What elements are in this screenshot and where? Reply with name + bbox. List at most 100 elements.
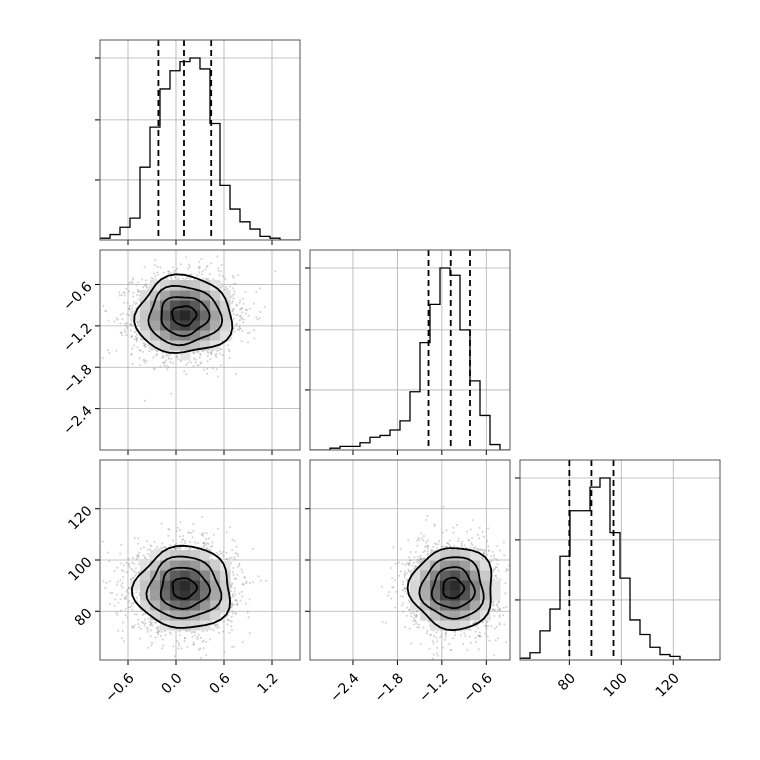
scatter-point (252, 329, 255, 332)
scatter-point (233, 317, 236, 320)
scatter-point (232, 308, 235, 311)
scatter-point (146, 626, 149, 629)
scatter-point (175, 542, 178, 545)
scatter-point (156, 353, 159, 356)
density-cell (150, 310, 161, 321)
scatter-point (200, 362, 203, 365)
scatter-point (245, 582, 248, 584)
scatter-point (222, 630, 225, 633)
contours-0 (133, 273, 234, 354)
scatter-point (137, 555, 140, 558)
density-cell (170, 320, 181, 331)
scatter-point (151, 277, 154, 280)
scatter-point (206, 360, 209, 363)
scatter-point (127, 606, 130, 608)
scatter-point (234, 599, 237, 602)
density-cell (160, 310, 171, 321)
scatter-point (216, 350, 219, 353)
scatter-point (145, 360, 148, 362)
density-cell (140, 320, 151, 331)
scatter-point (137, 551, 140, 554)
scatter-point (170, 632, 172, 635)
scatter-point (219, 552, 222, 555)
scatter-point (147, 617, 150, 620)
scatter-point (177, 277, 180, 280)
scatter-point (176, 355, 179, 358)
scatter-point (185, 373, 188, 376)
density-cell (140, 290, 151, 301)
scatter-point (148, 350, 151, 353)
scatter-point (142, 359, 145, 362)
scatter-point (190, 273, 193, 276)
scatter-point (230, 625, 233, 628)
scatter-point (155, 627, 158, 630)
scatter-point (118, 294, 121, 297)
histogram-step-2 (520, 477, 720, 660)
scatter-point (131, 608, 134, 611)
scatter-point (228, 557, 231, 560)
scatter-point (177, 547, 179, 550)
scatter-point (236, 603, 239, 606)
scatter-point (192, 523, 195, 526)
scatter-point (173, 271, 175, 274)
contour-level-0-3 (133, 273, 234, 354)
scatter-point (109, 580, 112, 583)
scatter-point (175, 529, 178, 532)
scatter-point (134, 303, 137, 305)
scatter-point (121, 582, 124, 584)
scatter-point (184, 637, 186, 640)
scatter-point (233, 587, 236, 590)
scatter-point (142, 612, 145, 615)
scatter-point (192, 530, 195, 532)
density-cell (220, 310, 231, 321)
scatter-point (151, 641, 154, 644)
scatter-point (124, 324, 127, 327)
scatter-point (196, 636, 199, 638)
scatter-point (221, 552, 224, 555)
scatter-point (255, 291, 258, 293)
scatter-point (179, 547, 181, 550)
scatter-point (201, 534, 204, 536)
scatter-point (201, 640, 204, 643)
histogram-step-0 (100, 57, 300, 240)
scatter-point (128, 307, 131, 310)
scatter-point (142, 350, 144, 353)
scatter-point (161, 357, 163, 359)
scatter-point (150, 644, 153, 647)
scatter-point (130, 352, 133, 355)
scatter-point (185, 547, 187, 550)
scatter-point (179, 360, 182, 363)
hist-frame-2 (519, 459, 721, 661)
scatter-point (122, 312, 124, 315)
scatter-point (240, 340, 243, 343)
scatter-point (238, 326, 241, 329)
scatter-point (143, 266, 146, 269)
hist-frame-1 (309, 249, 511, 451)
scatter-point (150, 629, 152, 632)
scatter-point (144, 556, 147, 559)
scatter-point (125, 325, 128, 328)
density-cell (200, 340, 211, 351)
scatter-point (165, 359, 167, 362)
scatter-point (241, 583, 244, 586)
scatter-point (234, 612, 237, 615)
density-cell (190, 340, 201, 351)
scatter-point (142, 342, 145, 345)
scatter-point (136, 293, 138, 296)
scatter-point (249, 582, 251, 585)
scatter-point (179, 521, 182, 524)
scatter-point (196, 351, 199, 354)
scatter-point (217, 375, 220, 378)
scatter-point (229, 285, 232, 288)
scatter-point (193, 634, 196, 637)
scatter-point (117, 601, 120, 604)
scatter-point (222, 620, 225, 623)
scatter-point (157, 631, 160, 634)
scatter-point (138, 321, 141, 324)
density-cell (210, 320, 221, 331)
scatter-point (148, 624, 151, 627)
scatter-point (160, 630, 163, 633)
scatter-point (176, 356, 178, 359)
scatter-point (119, 332, 122, 335)
scatter-point (248, 331, 251, 334)
